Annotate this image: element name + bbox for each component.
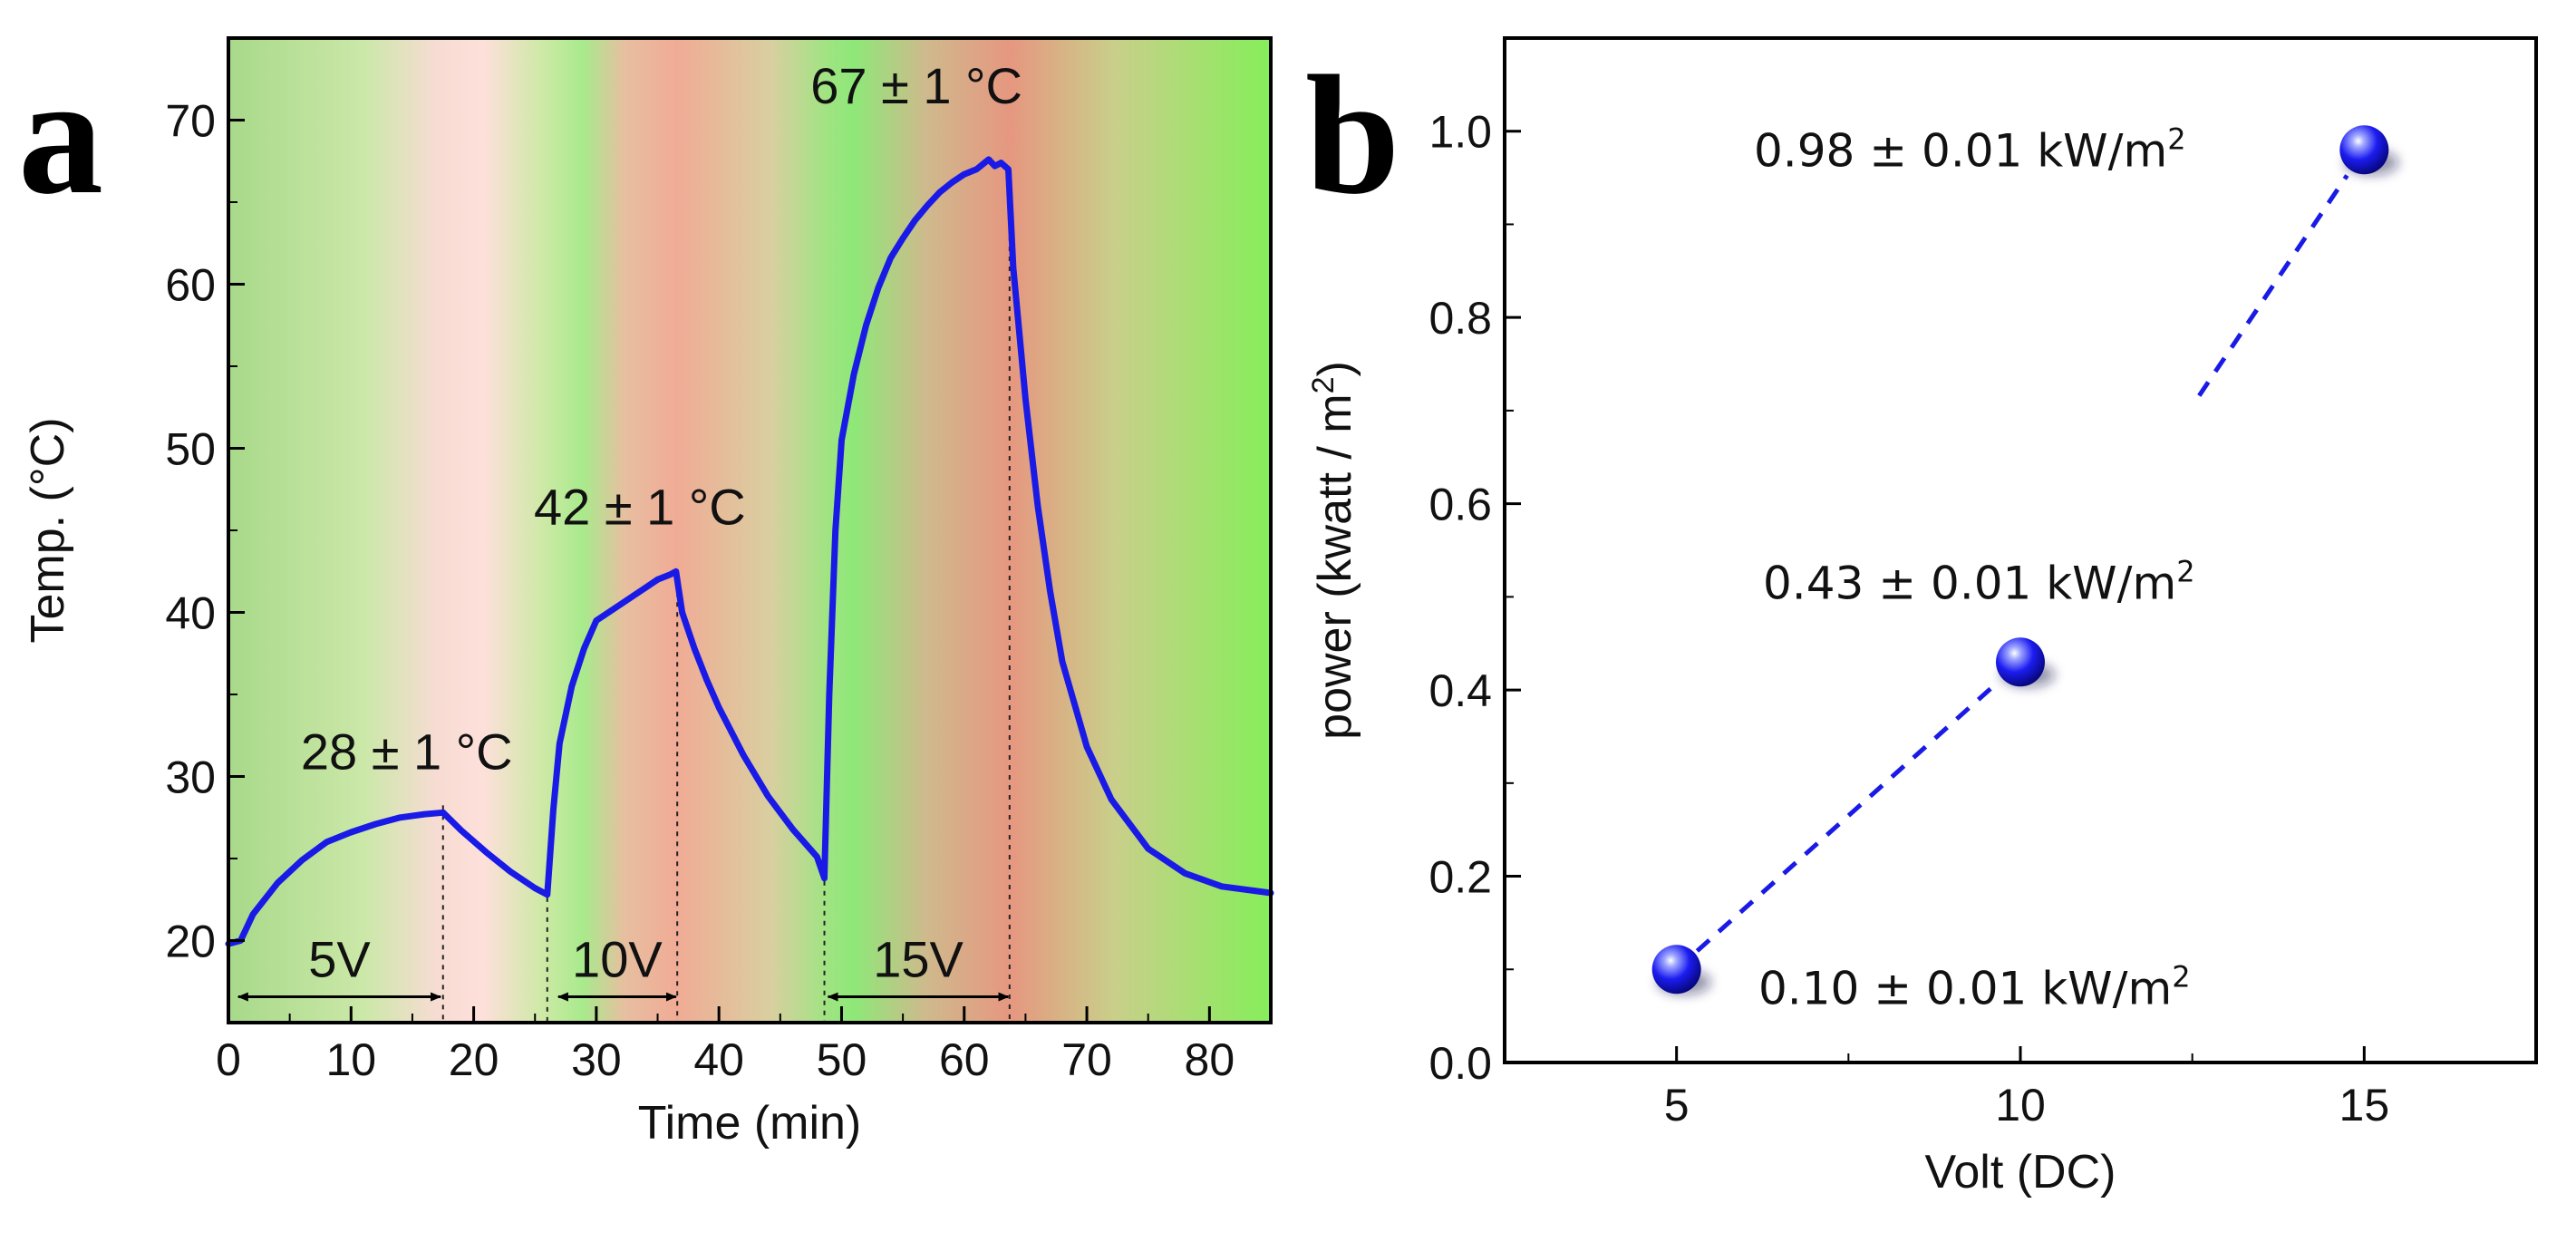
x-tick-label-60: 60	[939, 1034, 990, 1085]
panel-b-y-axis-title: power (kwatt / m2)	[1306, 361, 1361, 740]
dash-line-5-10	[1695, 678, 2001, 953]
panel-a-letter: a	[18, 40, 103, 229]
point-label-0-98: 0.98 ± 0.01 kW/m2	[1754, 121, 2186, 177]
y-tick-label-50: 50	[165, 424, 216, 475]
data-point-10	[1996, 637, 2045, 687]
point-label-0-43: 0.43 ± 0.01 kW/m2	[1763, 554, 2195, 609]
x-tick-label-10: 10	[325, 1034, 376, 1085]
panel-b-ticks: 5 10 15 0.0 0.2 0.4 0.6 0.8 1.0	[1428, 107, 2537, 1130]
x-tick-label-80: 80	[1185, 1034, 1235, 1085]
b-y-tick-label-0.8: 0.8	[1428, 293, 1492, 344]
power-points	[1651, 125, 2399, 995]
b-x-tick-label-15: 15	[2339, 1080, 2390, 1130]
x-tick-label-20: 20	[449, 1034, 499, 1085]
panel-a-x-axis-title: Time (min)	[638, 1097, 862, 1150]
b-y-tick-label-0.6: 0.6	[1428, 480, 1492, 530]
x-tick-label-0: 0	[216, 1034, 241, 1085]
panel-b-letter: b	[1305, 40, 1400, 229]
data-point-5	[1651, 945, 1701, 995]
annotation-peak-42: 42 ± 1 °C	[534, 478, 746, 535]
voltage-label-5v: 5V	[308, 931, 371, 988]
y-tick-label-70: 70	[165, 96, 216, 147]
x-tick-label-40: 40	[693, 1034, 744, 1085]
temperature-series-line	[225, 156, 1274, 947]
dash-line-10-15	[2197, 174, 2349, 397]
b-y-tick-label-1.0: 1.0	[1428, 107, 1492, 158]
x-tick-label-70: 70	[1061, 1034, 1112, 1085]
power-dashed-lines	[1695, 174, 2349, 953]
b-x-tick-label-10: 10	[1995, 1080, 2046, 1130]
y-tick-label-20: 20	[165, 917, 216, 967]
voltage-label-15v: 15V	[873, 931, 964, 988]
voltage-label-10v: 10V	[572, 931, 663, 988]
panel-a-background	[228, 38, 1271, 1023]
b-y-tick-label-0.2: 0.2	[1428, 852, 1492, 903]
x-tick-label-50: 50	[817, 1034, 867, 1085]
y-tick-label-60: 60	[165, 260, 216, 311]
panel-a-ticks: 0 10 20 30 40 50 60 70 80 20 30 40 50 60 70	[165, 96, 1235, 1086]
b-y-tick-label-0.4: 0.4	[1428, 665, 1492, 716]
annotation-peak-28: 28 ± 1 °C	[301, 723, 513, 780]
b-y-tick-label-0.0: 0.0	[1428, 1038, 1492, 1089]
panel-b-chart: 5 10 15 0.0 0.2 0.4 0.6 0.8 1.0 0.10 ± 0.01 kW/m…	[1306, 36, 2538, 1198]
annotation-peak-67: 67 ± 1 °C	[810, 57, 1022, 114]
b-x-tick-label-5: 5	[1664, 1080, 1690, 1130]
data-point-15	[2339, 125, 2389, 175]
y-tick-label-30: 30	[165, 752, 216, 803]
panel-b-frame	[1503, 36, 2538, 1064]
panel-a-marker-lines	[441, 186, 1011, 1023]
x-tick-label-30: 30	[571, 1034, 622, 1085]
panel-b-x-axis-title: Volt (DC)	[1925, 1146, 2116, 1198]
panel-a-y-axis-title: Temp. (°C)	[22, 417, 74, 643]
point-label-0-10: 0.10 ± 0.01 kW/m2	[1758, 959, 2191, 1014]
y-tick-label-40: 40	[165, 588, 216, 639]
